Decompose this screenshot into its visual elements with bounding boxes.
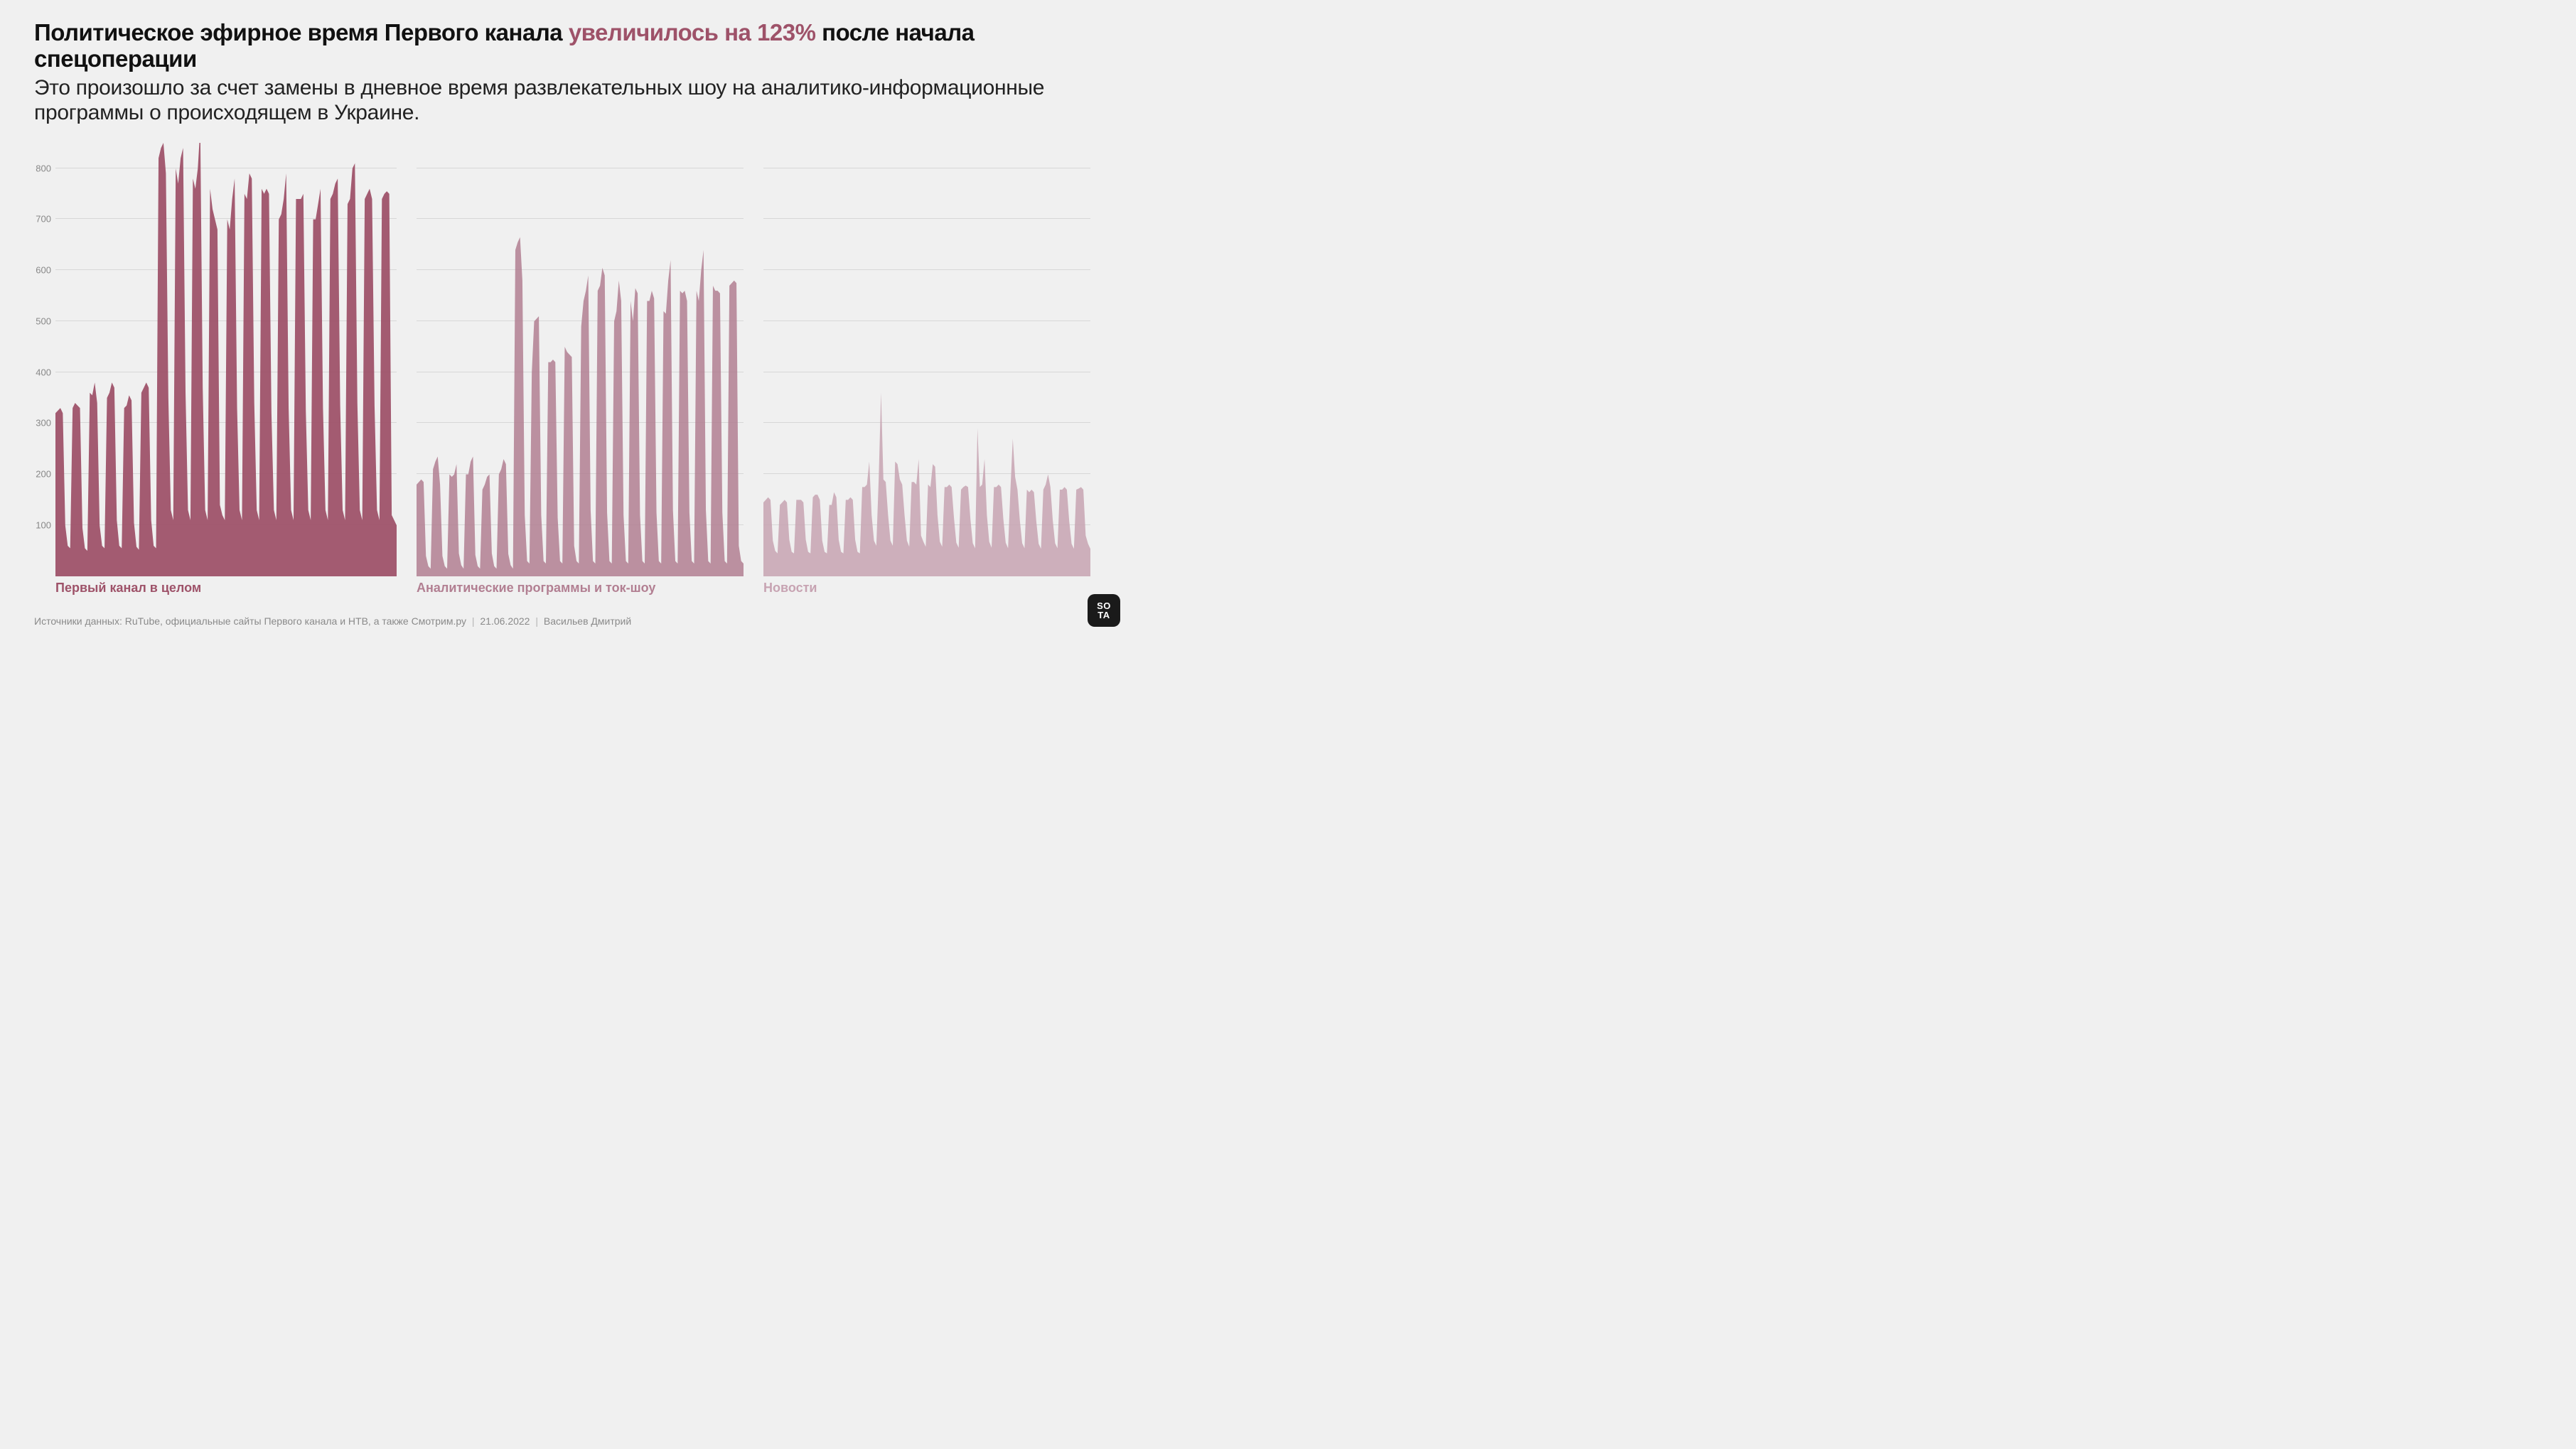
- page-subtitle: Это произошло за счет замены в дневное в…: [34, 75, 1103, 126]
- title-pre: Политическое эфирное время Первого канал…: [34, 19, 569, 45]
- y-tick-label: 200: [36, 469, 51, 480]
- chart-news-plot: [763, 143, 1090, 576]
- footer-sep-1: |: [472, 615, 475, 627]
- chart-analytic: Аналитические программы и ток-шоу: [417, 143, 744, 596]
- infographic-page: Политическое эфирное время Первого канал…: [0, 0, 1137, 640]
- chart-total-label: Первый канал в целом: [34, 581, 397, 596]
- chart-news-area: [763, 143, 1090, 576]
- footer-sep-2: |: [535, 615, 538, 627]
- chart-total-area: [55, 143, 397, 576]
- chart-analytic-label: Аналитические программы и ток-шоу: [417, 581, 744, 596]
- logo-text: SO TA: [1097, 601, 1111, 620]
- y-tick-label: 600: [36, 265, 51, 276]
- y-tick-label: 400: [36, 367, 51, 377]
- y-tick-label: 500: [36, 316, 51, 326]
- sota-logo: SO TA: [1088, 594, 1120, 627]
- footer-author: Васильев Дмитрий: [544, 615, 631, 627]
- y-axis: 100 200 300 400 500 600 700 800: [34, 143, 55, 576]
- y-tick-label: 100: [36, 519, 51, 530]
- chart-total: 100 200 300 400 500 600 700 800 Первый канал в ц…: [34, 143, 397, 596]
- chart-news-label: Новости: [763, 581, 1090, 596]
- page-title: Политическое эфирное время Первого канал…: [34, 20, 1103, 72]
- footer-source: Источники данных: RuTube, официальные са…: [34, 615, 466, 627]
- footer-date: 21.06.2022: [480, 615, 530, 627]
- y-tick-label: 800: [36, 163, 51, 173]
- y-tick-label: 300: [36, 418, 51, 429]
- footer: Источники данных: RuTube, официальные са…: [34, 615, 631, 627]
- chart-total-plot: [55, 143, 397, 576]
- title-highlight: увеличилось на 123%: [569, 19, 822, 45]
- y-tick-label: 700: [36, 214, 51, 225]
- charts-row: 100 200 300 400 500 600 700 800 Первый канал в ц…: [34, 143, 1103, 596]
- chart-analytic-plot: [417, 143, 744, 576]
- chart-analytic-area: [417, 143, 744, 576]
- chart-news: Новости: [763, 143, 1090, 596]
